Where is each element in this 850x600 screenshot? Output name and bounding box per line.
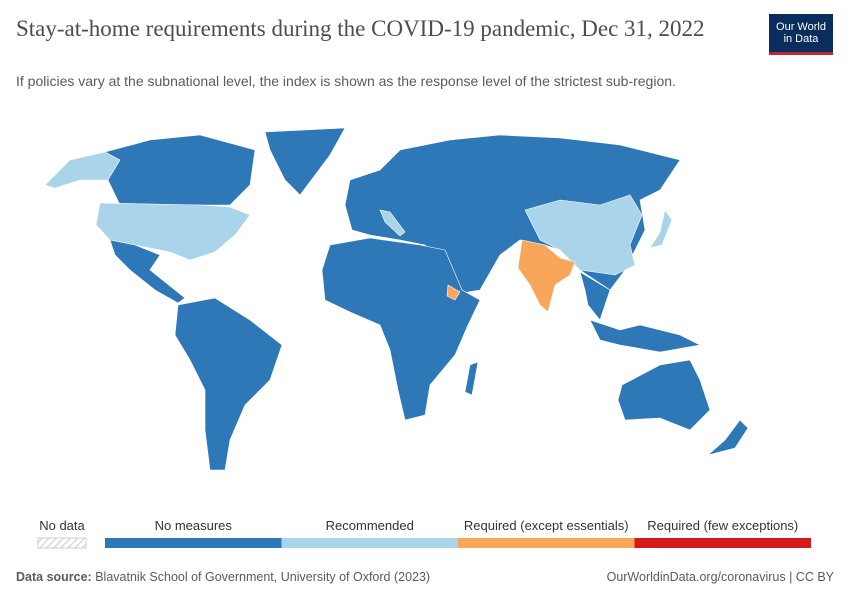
- source: Data source: Blavatnik School of Governm…: [16, 570, 430, 584]
- china[interactable]: [524, 194, 643, 276]
- greenland[interactable]: [264, 127, 346, 196]
- no-data-swatch: [37, 537, 87, 549]
- madagascar[interactable]: [464, 361, 479, 396]
- italy[interactable]: [379, 209, 406, 237]
- canada[interactable]: [104, 134, 256, 206]
- mexico-central-america[interactable]: [109, 239, 186, 304]
- world-map: No data No measures Recommended Required (…: [37, 127, 811, 549]
- logo[interactable]: Our World in Data: [769, 14, 833, 55]
- source-label: Data source:: [16, 570, 92, 584]
- title: Stay-at-home requirements during the COV…: [16, 16, 705, 41]
- australia[interactable]: [617, 359, 711, 431]
- legend-label: No data: [39, 518, 85, 533]
- logo-line: Our World: [776, 21, 826, 33]
- legend: No data No measures Recommended Required (…: [37, 518, 811, 549]
- legend-label: No measures: [155, 518, 233, 533]
- southeast-asia[interactable]: [579, 271, 611, 321]
- usa[interactable]: [95, 202, 251, 261]
- legend-swatch: [105, 538, 282, 548]
- legend-swatch: [634, 538, 811, 548]
- url: OurWorldinData.org/coronavirus | CC BY: [606, 570, 834, 584]
- legend-swatch: [458, 538, 635, 548]
- yemen[interactable]: [446, 284, 461, 301]
- africa[interactable]: [321, 237, 481, 421]
- legend-label: Required (except essentials): [464, 518, 629, 533]
- south-america[interactable]: [174, 297, 283, 471]
- source-text: Blavatnik School of Government, Universi…: [95, 570, 431, 584]
- new-zealand[interactable]: [707, 419, 749, 456]
- alaska[interactable]: [44, 151, 121, 189]
- legend-label: Required (few exceptions): [647, 518, 798, 533]
- logo-line: in Data: [783, 33, 819, 45]
- legend-label: Recommended: [326, 518, 414, 533]
- indonesia[interactable]: [589, 319, 701, 353]
- india[interactable]: [517, 239, 576, 313]
- subtitle: If policies vary at the subnational leve…: [16, 73, 676, 89]
- legend-swatch: [281, 538, 458, 548]
- japan[interactable]: [649, 209, 673, 249]
